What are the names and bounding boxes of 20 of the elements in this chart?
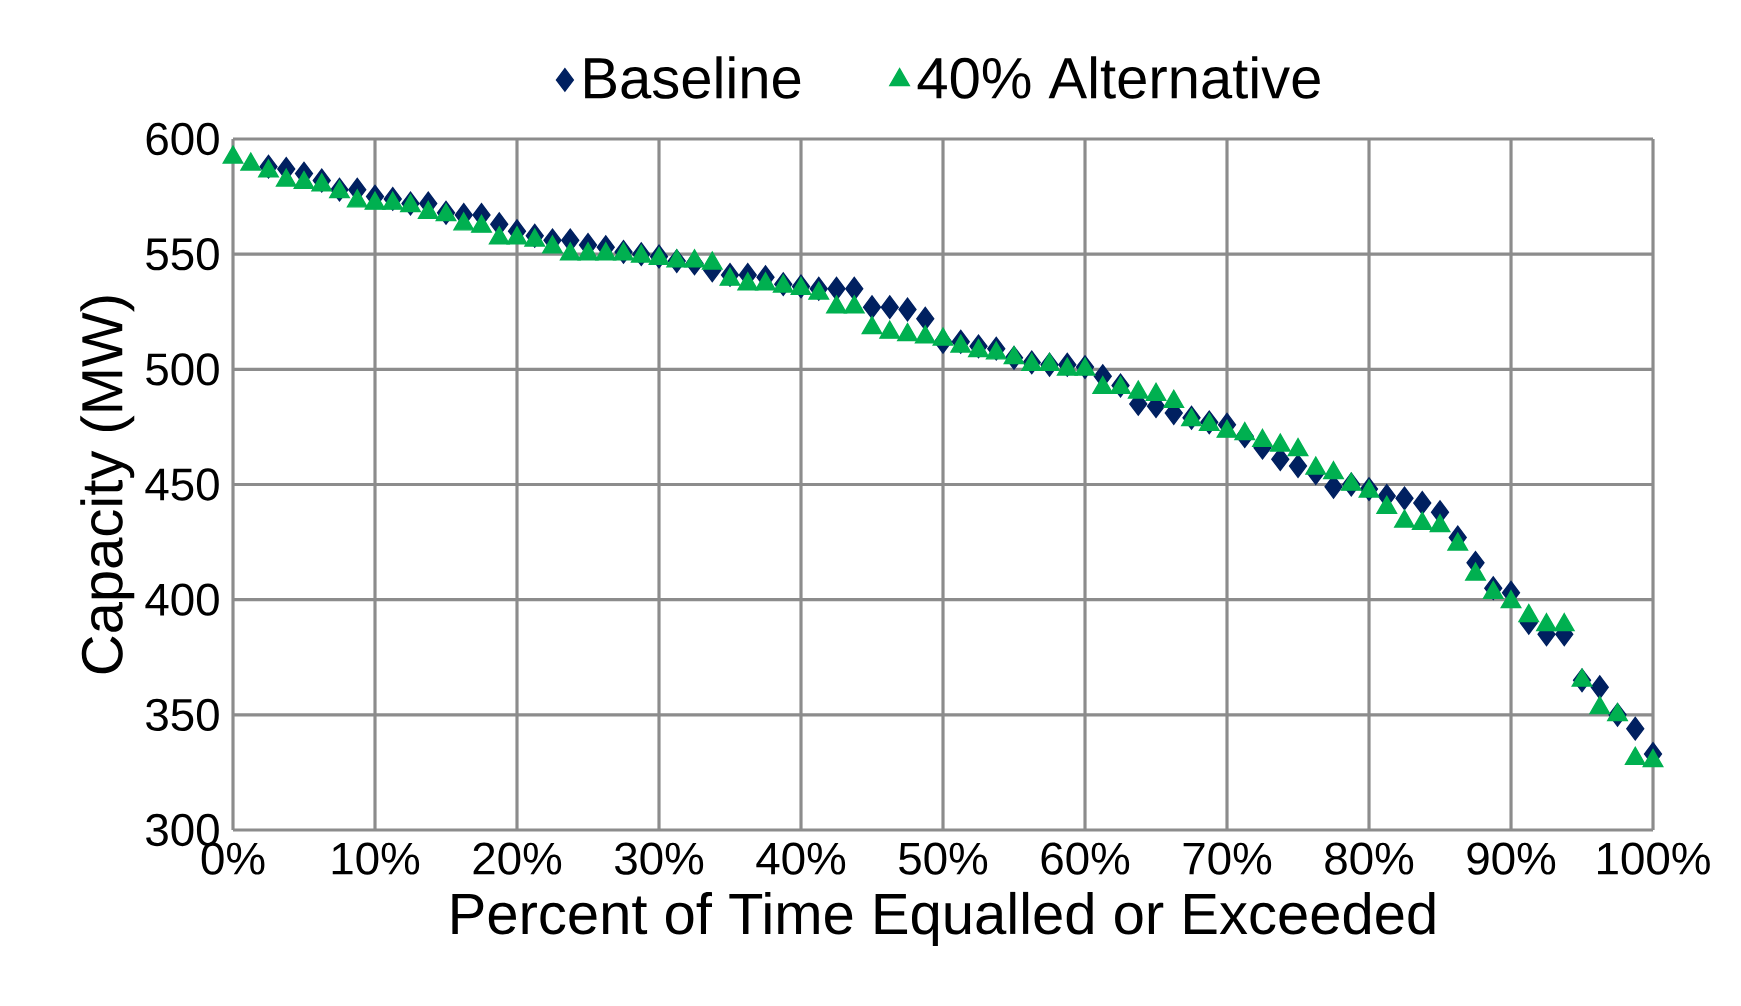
x-tick-label: 80% [1325, 842, 1414, 875]
x-tick-label: 50% [899, 842, 988, 875]
x-tick-label: 30% [615, 842, 704, 875]
x-tick-label: 70% [1183, 842, 1272, 875]
x-tick-label: 40% [756, 842, 846, 875]
x-tick-label: 90% [1467, 842, 1556, 875]
y-tick-label: 500 [146, 353, 219, 386]
y-tick-label: 350 [146, 698, 219, 732]
y-tick-label: 450 [145, 468, 219, 501]
legend-label: Baseline [585, 56, 801, 99]
x-axis-title: Percent of Time Equalled or Exceeded [452, 891, 1435, 946]
y-tick-label: 400 [145, 583, 219, 616]
y-tick-label: 600 [146, 122, 219, 156]
x-tick-label: 60% [1041, 842, 1130, 875]
y-axis-title: Capacity (MW) [80, 296, 135, 674]
x-tick-label: 100% [1598, 842, 1710, 875]
x-tick-label: 20% [473, 842, 562, 875]
y-tick-label: 550 [146, 238, 219, 271]
x-tick-label: 10% [332, 842, 420, 875]
legend-label: 40% Alternative [917, 56, 1320, 99]
